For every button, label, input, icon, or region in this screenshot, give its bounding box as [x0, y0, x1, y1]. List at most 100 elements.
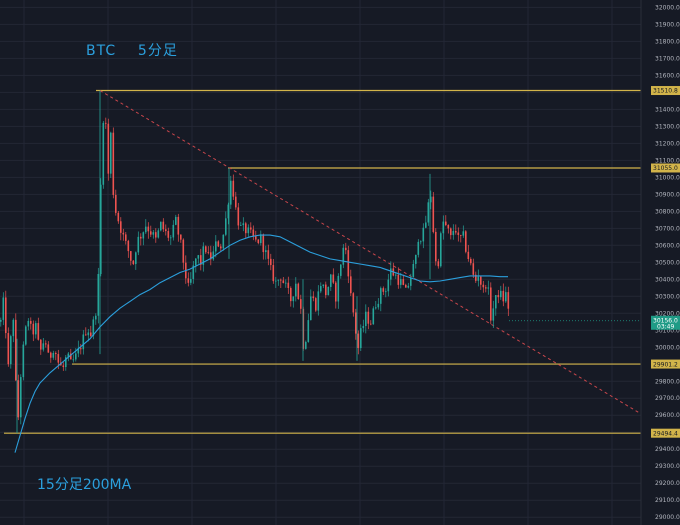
candle-body — [475, 274, 477, 281]
y-tick-label: 31600.0 — [655, 72, 680, 79]
y-tick-label: 29400.0 — [655, 446, 680, 453]
y-tick-label: 30900.0 — [655, 191, 680, 198]
candle-body — [210, 252, 212, 260]
candle-body — [467, 251, 470, 259]
y-tick-label: 29000.0 — [655, 514, 680, 521]
candle-body — [75, 353, 77, 360]
candle-body — [12, 319, 15, 337]
candle-body — [285, 282, 287, 284]
candle-body — [262, 234, 265, 253]
level-tag — [651, 428, 680, 438]
price-axis[interactable]: 32000.031900.031800.031700.031600.031500… — [640, 0, 680, 525]
candle-body — [412, 263, 415, 278]
candle-body — [432, 196, 435, 232]
candle-body — [337, 275, 340, 302]
y-tick-label: 29300.0 — [655, 463, 680, 470]
candle-body — [395, 274, 397, 276]
candle-body — [342, 247, 345, 265]
candle-body — [150, 231, 152, 235]
candle-body — [330, 274, 332, 287]
candle-body — [27, 320, 30, 327]
candle-body — [100, 184, 102, 274]
candle-body — [407, 285, 410, 288]
candle-body — [65, 357, 67, 368]
candle-body — [377, 303, 380, 308]
candle-body — [222, 234, 225, 249]
candle-body — [30, 320, 32, 324]
candle-body — [272, 265, 275, 282]
candle-body — [270, 258, 272, 266]
candle-body — [315, 298, 317, 311]
candle-body — [197, 255, 200, 259]
candle-body — [215, 241, 217, 252]
price-tags: 31510.8 31055.0 29901.2 29494.4 30156.003:49 — [509, 86, 680, 438]
y-tick-label: 31700.0 — [655, 55, 680, 62]
candles — [0, 90, 510, 434]
candle-body — [460, 234, 462, 236]
y-tick-label: 30500.0 — [655, 259, 680, 266]
candle-body — [45, 343, 47, 345]
candle-body — [280, 279, 282, 281]
candle-body — [170, 237, 172, 239]
candle-body — [495, 295, 497, 309]
candle-body — [367, 311, 370, 324]
current-price-countdown: 03:49 — [657, 323, 674, 330]
candle-body — [67, 353, 70, 358]
candle-body — [175, 216, 177, 225]
candle-body — [235, 196, 237, 208]
candle-body — [137, 236, 140, 253]
candle-body — [195, 258, 197, 266]
candle-body — [372, 308, 375, 325]
candle-body — [277, 279, 280, 281]
candle-body — [2, 297, 5, 320]
y-tick-label: 31900.0 — [655, 21, 680, 28]
candle-body — [22, 344, 25, 378]
candle-body — [465, 231, 467, 252]
candle-body — [165, 229, 167, 232]
level-tag — [651, 359, 680, 369]
level-tag-label: 31510.8 — [653, 88, 678, 95]
candle-body — [52, 352, 55, 358]
trend-line-path — [99, 90, 641, 414]
candle-body — [500, 290, 502, 298]
candle-body — [202, 246, 205, 265]
candle-body — [245, 223, 247, 234]
candle-body — [472, 263, 475, 275]
candle-body — [420, 241, 422, 243]
candle-body — [125, 234, 127, 241]
candle-body — [132, 260, 135, 265]
candle-body — [207, 252, 210, 254]
y-tick-label: 31200.0 — [655, 140, 680, 147]
candle-body — [205, 246, 207, 253]
candle-body — [95, 315, 97, 320]
level-tag-label: 29494.4 — [653, 430, 678, 437]
candle-body — [490, 287, 492, 321]
candle-body — [300, 299, 302, 309]
candle-body — [220, 246, 222, 249]
trend-line — [99, 90, 641, 414]
candle-body — [312, 296, 315, 299]
level-tag-label: 31055.0 — [653, 165, 678, 172]
candle-body — [85, 334, 87, 336]
candle-body — [87, 332, 90, 336]
candle-body — [140, 236, 142, 239]
candle-body — [82, 334, 85, 350]
level-tag-label: 29901.2 — [653, 361, 678, 368]
candle-body — [107, 123, 110, 174]
candle-body — [225, 218, 227, 235]
candle-body — [232, 180, 235, 197]
candle-body — [287, 282, 290, 289]
candle-body — [402, 279, 405, 285]
candle-body — [152, 232, 155, 235]
candle-body — [275, 280, 277, 282]
candle-body — [92, 319, 95, 336]
y-tick-label: 30600.0 — [655, 242, 680, 249]
horizontal-levels — [4, 89, 641, 434]
candle-body — [42, 343, 45, 350]
candle-body — [405, 284, 407, 288]
candle-body — [227, 204, 230, 219]
candle-body — [485, 287, 487, 289]
candle-body — [355, 312, 357, 334]
